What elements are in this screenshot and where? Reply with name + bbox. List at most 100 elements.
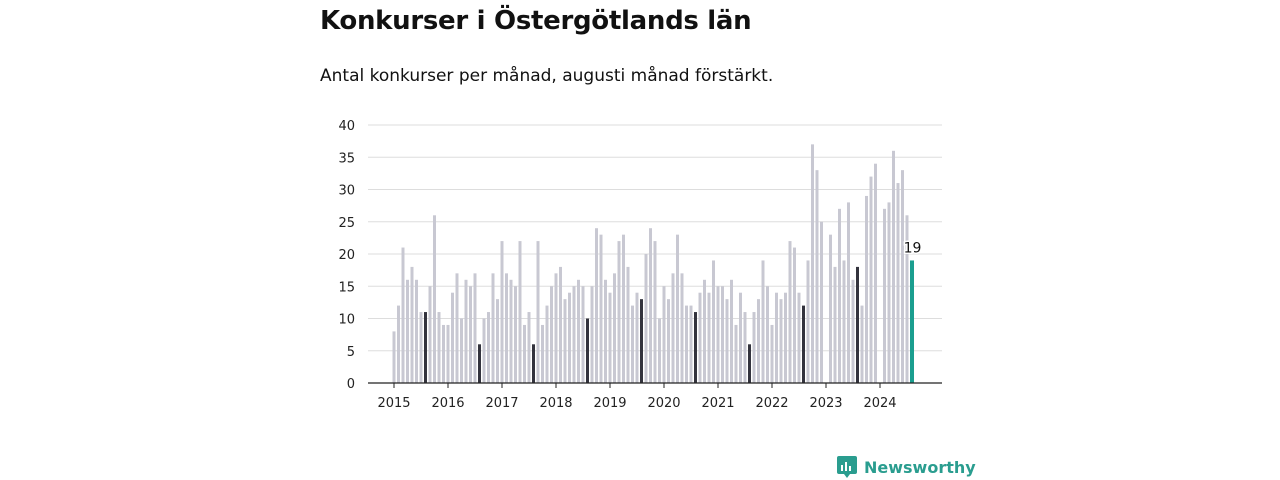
- bar: [428, 286, 432, 383]
- x-tick-label: 2015: [377, 396, 410, 411]
- bar: [883, 208, 886, 383]
- bar: [473, 273, 477, 383]
- bar: [896, 183, 900, 383]
- y-tick-label: 35: [338, 151, 355, 166]
- bar: [410, 266, 414, 383]
- bar: [694, 312, 697, 383]
- bar: [464, 279, 468, 383]
- bar: [523, 324, 526, 383]
- bar: [590, 286, 594, 383]
- bar: [887, 202, 891, 383]
- bar: [397, 305, 400, 383]
- bar: [500, 241, 504, 383]
- bar: [613, 273, 616, 383]
- chart-subtitle: Antal konkurser per månad, augusti månad…: [320, 66, 774, 86]
- bar: [469, 286, 472, 383]
- brand[interactable]: Newsworthy: [836, 455, 976, 479]
- bar: [572, 286, 576, 383]
- x-tick-label: 2021: [701, 396, 734, 411]
- x-tick-label: 2024: [863, 396, 896, 411]
- bar: [811, 144, 814, 383]
- bar: [784, 292, 787, 383]
- bar: [644, 254, 648, 383]
- bar: [631, 305, 634, 383]
- bar: [842, 260, 846, 383]
- x-tick-label: 2020: [647, 396, 680, 411]
- bar: [685, 305, 688, 383]
- bar: [424, 312, 427, 383]
- bar: [775, 292, 778, 383]
- bar: [730, 279, 733, 383]
- bar: [599, 234, 603, 383]
- bar: [442, 324, 445, 383]
- bar: [802, 305, 805, 383]
- bar: [568, 292, 571, 383]
- bar: [905, 215, 909, 383]
- y-tick-label: 0: [347, 377, 355, 392]
- bar: [734, 324, 738, 383]
- bar: [653, 241, 657, 383]
- bar-chart: 0 5 10 15 20 25 30 35 40 2015 2016 2017 2018 2019 202…: [338, 119, 942, 411]
- bar: [595, 228, 598, 383]
- bar: [662, 286, 666, 383]
- bar: [649, 228, 652, 383]
- bar: [527, 312, 531, 383]
- bar: [838, 208, 841, 383]
- bar: [406, 279, 409, 383]
- bar: [622, 234, 625, 383]
- bar: [806, 260, 810, 383]
- chart-title: Konkurser i Östergötlands län: [320, 6, 752, 36]
- bar: [847, 202, 850, 383]
- bar: [586, 318, 589, 383]
- bar: [541, 324, 544, 383]
- bar: [563, 299, 567, 383]
- y-axis-ticks: 0 5 10 15 20 25 30 35 40: [338, 119, 355, 392]
- bar: [865, 195, 868, 383]
- bar: [748, 344, 751, 383]
- bar: [725, 299, 729, 383]
- y-tick-label: 25: [338, 216, 355, 231]
- latest-value-label: 19: [904, 240, 922, 256]
- bar: [757, 299, 760, 383]
- bar: [577, 279, 580, 383]
- y-tick-label: 10: [338, 313, 355, 328]
- bar: [671, 273, 675, 383]
- bar: [698, 292, 702, 383]
- bar: [415, 279, 418, 383]
- y-tick-label: 30: [338, 184, 355, 199]
- bar: [635, 292, 639, 383]
- bar: [869, 176, 873, 383]
- x-tick-label: 2017: [485, 396, 518, 411]
- bar: [640, 299, 643, 383]
- bar: [752, 312, 756, 383]
- bar: [536, 241, 540, 383]
- bar: [446, 324, 450, 383]
- bar: [608, 292, 612, 383]
- bar: [545, 305, 549, 383]
- data-labels: 19: [902, 239, 923, 258]
- bar: [676, 234, 679, 383]
- bar: [455, 273, 459, 383]
- bar: [514, 286, 517, 383]
- bar: [617, 241, 621, 383]
- bar: [860, 305, 864, 383]
- x-tick-label: 2016: [431, 396, 464, 411]
- bar: [856, 266, 859, 383]
- bar-latest: [910, 260, 914, 383]
- bar: [712, 260, 715, 383]
- bar: [419, 312, 423, 383]
- bar: [797, 292, 801, 383]
- bar: [487, 312, 490, 383]
- bar: [478, 344, 481, 383]
- bar: [482, 318, 486, 383]
- bar: [739, 292, 742, 383]
- newsworthy-logo-icon: [837, 456, 857, 478]
- bar: [851, 279, 855, 383]
- y-tick-label: 20: [338, 248, 355, 263]
- bar: [761, 260, 765, 383]
- bar: [460, 318, 463, 383]
- bar: [680, 273, 684, 383]
- bar: [581, 286, 585, 383]
- x-tick-label: 2023: [809, 396, 842, 411]
- x-tick-label: 2019: [593, 396, 626, 411]
